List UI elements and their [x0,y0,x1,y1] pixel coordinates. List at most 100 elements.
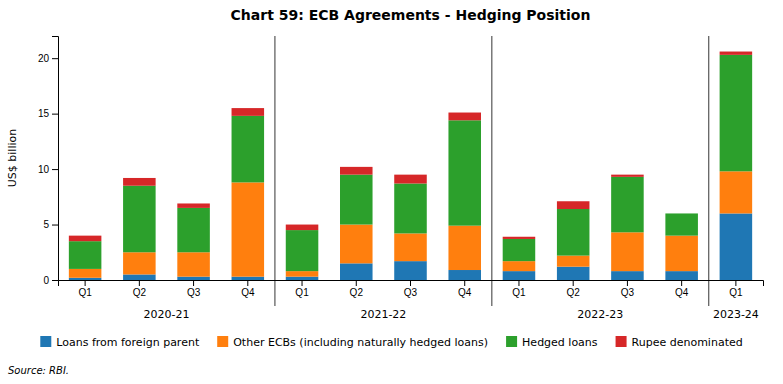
bar [286,271,319,277]
legend-item: Rupee denominated [616,336,743,349]
group-label: 2022-23 [577,308,623,321]
bar [232,277,265,280]
x-tick-label: Q2 [133,287,147,298]
y-tick: 5 [43,219,58,230]
legend-item: Hedged loans [506,336,598,349]
bar [69,269,102,278]
x-tick: Q2 [350,280,364,298]
x-tick: Q4 [241,280,255,298]
y-axis-title: US$ billion [6,129,19,187]
y-tick-label: 10 [38,164,50,175]
bar [177,208,210,252]
bar [286,230,319,271]
y-tick-label: 15 [38,108,50,119]
x-tick-mark [464,280,465,286]
chart: 05101520Q1Q2Q3Q4Q1Q2Q3Q4Q1Q2Q3Q4Q12020-2… [0,0,783,384]
bar [286,277,319,280]
bar [611,175,644,177]
bar [177,277,210,280]
y-axis-line [52,37,59,281]
legend-swatch [506,336,517,347]
bar [557,256,590,267]
y-tick: 10 [38,164,58,175]
series [69,55,752,271]
x-tick: Q4 [675,280,689,298]
legend-label: Hedged loans [522,336,598,349]
x-tick-mark [139,280,140,286]
y-tick-label: 0 [43,275,49,286]
bar [232,108,265,116]
x-tick-label: Q1 [295,287,309,298]
y-tick: 0 [43,275,58,286]
bar [394,233,427,261]
bar [123,274,156,280]
x-tick: Q3 [404,280,418,298]
bar [503,239,536,261]
y-tick-mark [52,58,58,59]
legend-item: Loans from foreign parent [40,336,200,349]
x-tick-mark [627,280,628,286]
bar [665,213,698,214]
y-tick-mark [52,280,58,281]
x-tick: Q2 [133,280,147,298]
bar [286,225,319,231]
x-tick-mark [735,280,736,286]
y-axis: 0 5 10 15 20 [38,37,59,286]
x-tick-mark [247,280,248,286]
x-tick-mark [573,280,574,286]
x-tick: Q1 [729,280,743,298]
legend-label: Other ECBs (including naturally hedged l… [233,336,488,349]
bar [503,261,536,271]
bar [340,263,373,280]
x-tick-mark [193,280,194,286]
x-tick: Q3 [187,280,201,298]
x-tick-label: Q2 [567,287,581,298]
legend-item: Other ECBs (including naturally hedged l… [217,336,488,349]
bar [177,252,210,276]
x-tick-label: Q4 [241,287,255,298]
bars [69,52,752,280]
bar [177,203,210,207]
legend-swatch [616,336,627,347]
bar [232,116,265,183]
x-tick: Q1 [295,280,309,298]
x-tick-label: Q1 [512,287,526,298]
bar [69,236,102,242]
plot: 05101520Q1Q2Q3Q4Q1Q2Q3Q4Q1Q2Q3Q4Q12020-2… [38,36,764,321]
bar [69,241,102,269]
x-tick: Q3 [621,280,635,298]
title: Chart 59: ECB Agreements - Hedging Posit… [231,7,591,23]
bar [448,270,481,280]
bar [232,182,265,276]
bar [503,237,536,239]
bar [665,236,698,271]
x-tick-mark [302,280,303,286]
source: Source: RBI. [8,365,69,376]
y-tick-label: 20 [38,53,50,64]
x-tick-mark [410,280,411,286]
legend-swatch [217,336,228,347]
x-tick-label: Q3 [404,287,418,298]
x-tick-label: Q4 [675,287,689,298]
y-tick-mark [52,169,58,170]
bar [720,52,753,55]
x-axis-line [59,281,764,287]
group-label: 2021-22 [360,308,406,321]
x-tick: Q4 [458,280,472,298]
x-axis: Q1Q2Q3Q4Q1Q2Q3Q4Q1Q2Q3Q4Q1 [59,280,764,298]
bar [448,226,481,270]
x-tick-label: Q3 [187,287,201,298]
bar [340,175,373,225]
bar [557,201,590,209]
bar [69,278,102,280]
x-tick: Q1 [512,280,526,298]
bar [665,271,698,280]
x-tick-label: Q2 [350,287,364,298]
series [69,171,752,277]
bar [611,271,644,280]
bar [557,209,590,256]
bar [394,175,427,184]
bar [611,177,644,232]
bar [611,232,644,271]
y-tick-mark [52,114,58,115]
